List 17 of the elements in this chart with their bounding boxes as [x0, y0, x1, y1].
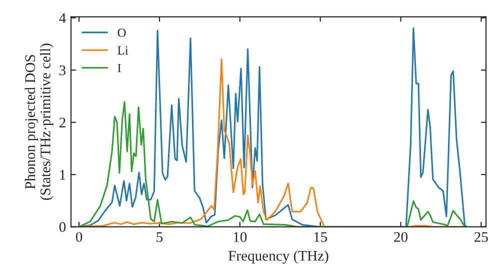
- x-tick-label: 0: [76, 232, 82, 242]
- y-tick-label: 4: [59, 13, 66, 23]
- legend-label: I: [118, 64, 121, 72]
- x-axis-title: Frequency (THz): [228, 250, 328, 264]
- x-tick-label: 10: [234, 232, 247, 242]
- y-tick-label: 2: [59, 118, 66, 128]
- y-tick-label: 3: [60, 65, 66, 76]
- line-series: [78, 101, 468, 227]
- x-tick-label: 15: [314, 232, 328, 242]
- x-tick-label: 20: [394, 232, 408, 242]
- y-tick-label: 0: [59, 222, 66, 232]
- x-tick-label: 25: [474, 232, 488, 242]
- legend-label: O: [118, 28, 126, 37]
- y-axis-title: Phonon projected DOS (States/THz·primitive cell): [24, 44, 54, 200]
- legend-label: Li: [118, 46, 128, 54]
- y-tick-label: 1: [60, 170, 66, 180]
- x-tick-label: 5: [156, 232, 163, 242]
